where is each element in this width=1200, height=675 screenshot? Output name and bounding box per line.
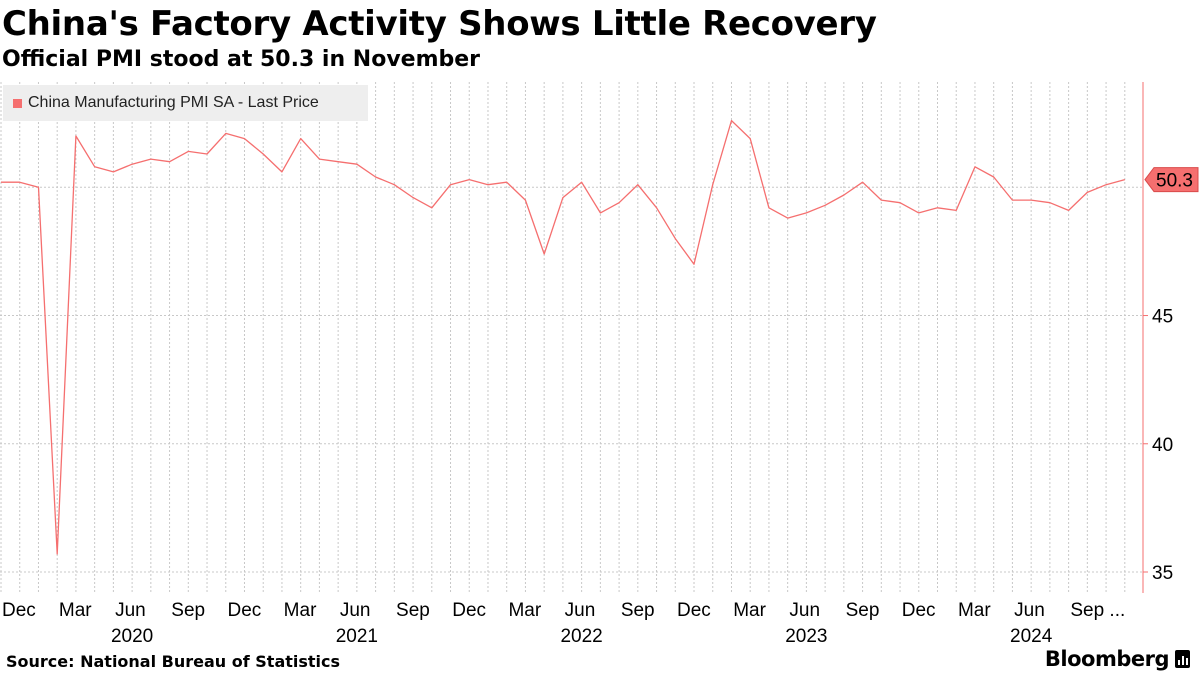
x-tick-label: Jun	[1014, 600, 1045, 621]
last-value-label: 50.3	[1156, 171, 1193, 192]
x-tick-label: Jun	[789, 600, 820, 621]
x-tick-label: Sep	[171, 600, 205, 621]
x-tick-label: Sep ...	[1070, 600, 1125, 621]
x-tick-label: Mar	[59, 600, 92, 621]
x-tick-label: Sep	[846, 600, 880, 621]
x-tick-label: Sep	[621, 600, 655, 621]
x-tick-label: Mar	[958, 600, 991, 621]
x-year-label: 2021	[336, 626, 378, 647]
last-value-tag	[1144, 167, 1199, 193]
x-year-label: 2020	[111, 626, 153, 647]
x-tick-label: Jun	[340, 600, 371, 621]
chart-legend: China Manufacturing PMI SA - Last Price	[3, 85, 368, 121]
x-tick-label: Dec	[227, 600, 261, 621]
series-line	[1, 119, 1125, 555]
x-tick-label: Dec	[677, 600, 711, 621]
x-tick-label: Dec	[902, 600, 936, 621]
chart-title: China's Factory Activity Shows Little Re…	[2, 4, 877, 44]
bloomberg-chart-icon	[1175, 650, 1190, 668]
bloomberg-brand: Bloomberg	[1045, 647, 1190, 671]
x-year-label: 2022	[560, 626, 602, 647]
y-tick-label: 45	[1152, 307, 1173, 328]
x-tick-label: Dec	[2, 600, 36, 621]
x-year-label: 2023	[785, 626, 827, 647]
y-tick-label: 35	[1152, 563, 1173, 584]
x-year-label: 2024	[1010, 626, 1053, 647]
brand-wordmark: Bloomberg	[1044, 647, 1170, 671]
x-tick-label: Mar	[284, 600, 317, 621]
legend-label: China Manufacturing PMI SA - Last Price	[28, 94, 319, 111]
x-tick-label: Sep	[396, 600, 430, 621]
legend-swatch	[13, 98, 22, 108]
x-tick-label: Jun	[565, 600, 596, 621]
source-note: Source: National Bureau of Statistics	[6, 652, 341, 671]
x-tick-label: Mar	[733, 600, 766, 621]
x-tick-label: Jun	[115, 600, 146, 621]
x-tick-label: Dec	[452, 600, 486, 621]
y-tick-label: 40	[1152, 435, 1173, 456]
x-tick-label: Mar	[508, 600, 541, 621]
chart-subtitle: Official PMI stood at 50.3 in November	[2, 47, 481, 72]
